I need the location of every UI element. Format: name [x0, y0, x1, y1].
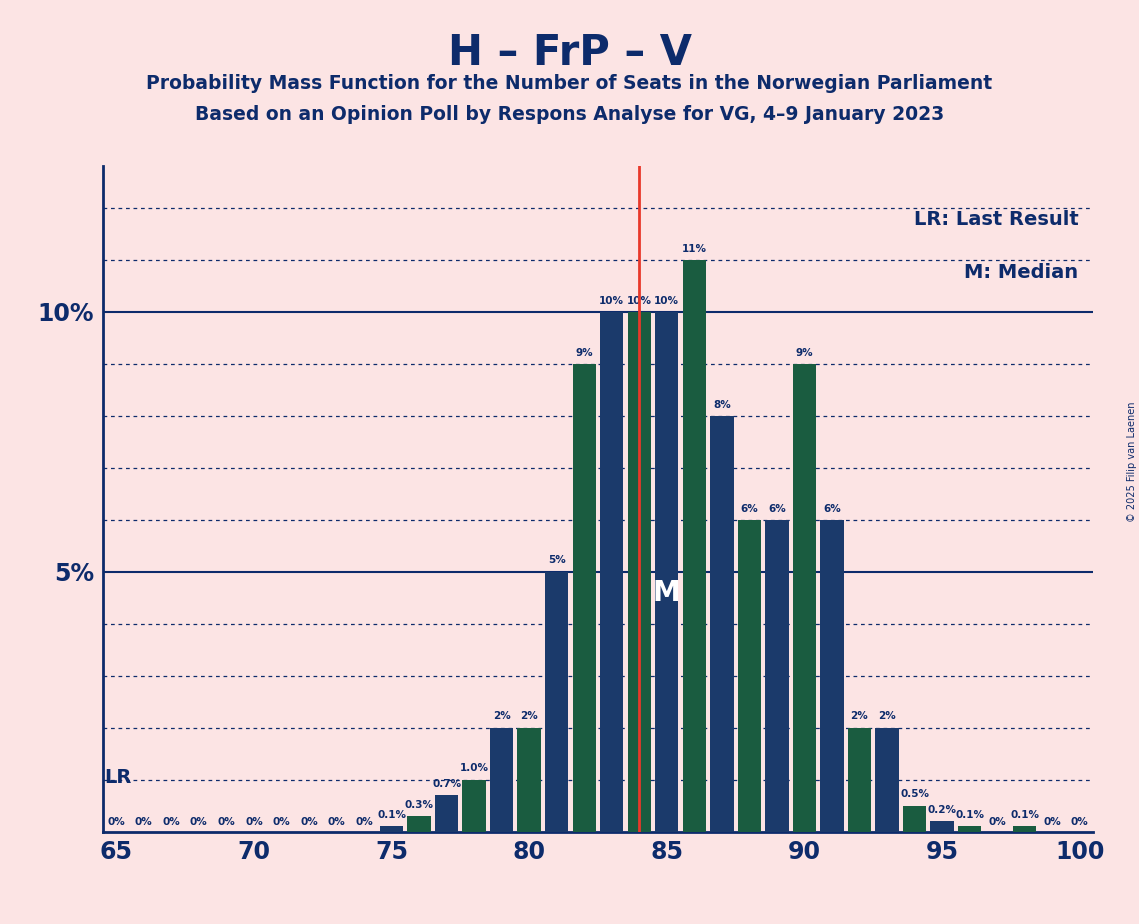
Text: 0%: 0% — [272, 818, 290, 828]
Bar — [1013, 826, 1036, 832]
Bar — [490, 728, 514, 832]
Text: 0.2%: 0.2% — [927, 805, 957, 815]
Text: 10%: 10% — [626, 296, 652, 306]
Text: 0%: 0% — [355, 818, 372, 828]
Text: © 2025 Filip van Laenen: © 2025 Filip van Laenen — [1126, 402, 1137, 522]
Text: 2%: 2% — [521, 711, 538, 722]
Text: 0%: 0% — [989, 818, 1006, 828]
Text: 5%: 5% — [548, 555, 566, 565]
Text: 0.7%: 0.7% — [432, 779, 461, 789]
Bar — [628, 312, 652, 832]
Text: M: M — [653, 578, 681, 606]
Text: 0.1%: 0.1% — [377, 810, 405, 821]
Bar — [793, 364, 817, 832]
Text: 0%: 0% — [107, 818, 125, 828]
Text: Probability Mass Function for the Number of Seats in the Norwegian Parliament: Probability Mass Function for the Number… — [147, 74, 992, 93]
Text: 0%: 0% — [300, 818, 318, 828]
Text: 2%: 2% — [878, 711, 896, 722]
Text: 2%: 2% — [851, 711, 868, 722]
Text: 8%: 8% — [713, 399, 731, 409]
Bar — [600, 312, 623, 832]
Bar — [765, 519, 788, 832]
Text: 6%: 6% — [823, 504, 841, 514]
Bar — [379, 826, 403, 832]
Text: 10%: 10% — [599, 296, 624, 306]
Bar — [820, 519, 844, 832]
Text: H – FrP – V: H – FrP – V — [448, 32, 691, 74]
Text: LR: Last Result: LR: Last Result — [913, 210, 1079, 228]
Text: M: Median: M: Median — [965, 262, 1079, 282]
Bar — [710, 416, 734, 832]
Text: 0%: 0% — [218, 818, 236, 828]
Bar — [847, 728, 871, 832]
Text: 0%: 0% — [1043, 818, 1062, 828]
Bar — [958, 826, 982, 832]
Text: 1.0%: 1.0% — [460, 763, 489, 773]
Text: 6%: 6% — [740, 504, 759, 514]
Text: 0%: 0% — [163, 818, 180, 828]
Bar — [931, 821, 953, 832]
Bar — [517, 728, 541, 832]
Bar — [544, 572, 568, 832]
Text: 0%: 0% — [190, 818, 207, 828]
Bar — [738, 519, 761, 832]
Bar — [408, 816, 431, 832]
Bar — [655, 312, 679, 832]
Text: LR: LR — [104, 768, 131, 786]
Text: 6%: 6% — [768, 504, 786, 514]
Text: 0%: 0% — [245, 818, 263, 828]
Text: Based on an Opinion Poll by Respons Analyse for VG, 4–9 January 2023: Based on an Opinion Poll by Respons Anal… — [195, 105, 944, 125]
Text: 0%: 0% — [328, 818, 345, 828]
Bar — [462, 780, 486, 832]
Bar — [435, 796, 458, 832]
Bar — [573, 364, 596, 832]
Text: 0.1%: 0.1% — [1010, 810, 1039, 821]
Text: 9%: 9% — [796, 347, 813, 358]
Text: 2%: 2% — [493, 711, 510, 722]
Text: 0.1%: 0.1% — [956, 810, 984, 821]
Bar — [903, 806, 926, 832]
Text: 10%: 10% — [654, 296, 679, 306]
Bar — [682, 260, 706, 832]
Text: 0%: 0% — [1071, 818, 1089, 828]
Text: 0%: 0% — [134, 818, 153, 828]
Text: 0.5%: 0.5% — [900, 789, 929, 799]
Text: 9%: 9% — [575, 347, 593, 358]
Text: 11%: 11% — [682, 244, 707, 254]
Text: 0.3%: 0.3% — [404, 800, 434, 809]
Bar — [875, 728, 899, 832]
